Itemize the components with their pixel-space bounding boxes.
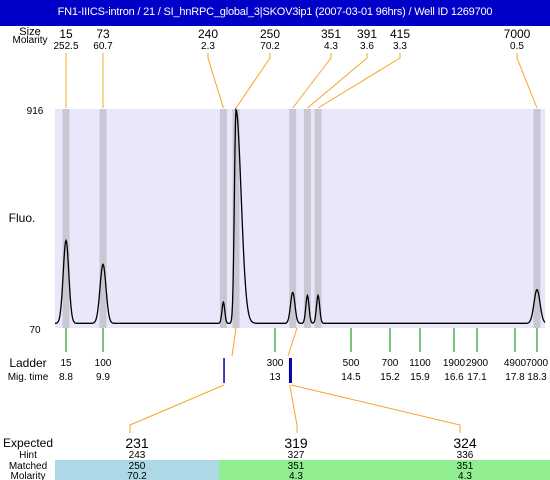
peak-band-5 <box>303 109 311 328</box>
peak-molarity-label-5: 3.6 <box>360 41 374 52</box>
peak-callout-2 <box>207 53 224 109</box>
mig-time-title: Mig. time <box>8 372 49 383</box>
y-max-label: 916 <box>27 106 44 117</box>
ladder-size-9: 7000 <box>526 358 549 369</box>
expected-connector-0 <box>231 327 237 357</box>
peak-callout-5 <box>307 53 368 109</box>
peak-molarity-label-3: 70.2 <box>260 41 280 52</box>
peak-size-label-7: 7000 <box>504 27 531 41</box>
y-axis-title: Fluo. <box>9 211 36 225</box>
expected-title: Expected <box>3 436 53 450</box>
peak-molarity-label-0: 252.5 <box>53 41 78 52</box>
peak-band-3 <box>232 109 240 328</box>
expected-value-1: 319 <box>284 435 308 451</box>
peak-size-label-4: 351 <box>321 27 341 41</box>
molarity-bottom-title: Molarity <box>10 471 45 480</box>
molarity-value-0: 70.2 <box>127 471 147 480</box>
ladder-mig-time-4: 15.2 <box>380 372 400 383</box>
ladder-mig-time-2: 13 <box>269 372 281 383</box>
molarity-value-1: 4.3 <box>289 471 303 480</box>
molarity-value-2: 4.3 <box>458 471 472 480</box>
expected-callout-0 <box>129 384 225 433</box>
peak-molarity-label-7: 0.5 <box>510 41 524 52</box>
ladder-size-5: 1100 <box>409 358 431 369</box>
ladder-mig-time-0: 8.8 <box>59 372 73 383</box>
ladder-mig-time-3: 14.5 <box>341 372 361 383</box>
ladder-size-8: 4900 <box>504 358 527 369</box>
matched-title: Matched <box>9 461 47 472</box>
ladder-title: Ladder <box>9 356 46 370</box>
peak-size-label-0: 15 <box>59 27 73 41</box>
expected-callout-1 <box>289 384 298 433</box>
ladder-size-4: 700 <box>382 358 399 369</box>
ladder-mig-time-9: 18.3 <box>527 372 547 383</box>
hint-value-1: 327 <box>288 450 305 461</box>
ladder-mig-time-6: 16.6 <box>444 372 464 383</box>
ladder-mig-time-5: 15.9 <box>410 372 430 383</box>
peak-band-1 <box>99 109 107 328</box>
peak-size-label-5: 391 <box>357 27 377 41</box>
matched-band-green <box>219 460 550 480</box>
ladder-size-7: 2900 <box>466 358 489 369</box>
peak-band-6 <box>314 109 322 328</box>
plot-area <box>55 109 545 328</box>
expected-value-0: 231 <box>125 435 149 451</box>
peak-band-4 <box>289 109 297 328</box>
matched-value-2: 351 <box>457 461 474 472</box>
peak-molarity-label-6: 3.3 <box>393 41 407 52</box>
peak-band-0 <box>62 109 70 328</box>
peak-callout-3 <box>235 53 271 109</box>
ladder-size-1: 100 <box>95 358 112 369</box>
peak-molarity-label-4: 4.3 <box>324 41 338 52</box>
ladder-mig-time-7: 17.1 <box>467 372 487 383</box>
matched-value-0: 250 <box>129 461 146 472</box>
ladder-mig-time-1: 9.9 <box>96 372 110 383</box>
matched-value-1: 351 <box>288 461 305 472</box>
fluorescence-trace <box>55 107 546 324</box>
expected-connector-1 <box>287 327 298 357</box>
peak-callout-6 <box>317 53 401 109</box>
chart-title: FN1-IIICS-intron / 21 / SI_hnRPC_global_… <box>57 6 493 18</box>
peak-size-label-2: 240 <box>198 27 218 41</box>
ladder-size-6: 1900 <box>443 358 466 369</box>
ladder-size-3: 500 <box>343 358 360 369</box>
title-bar: FN1-IIICS-intron / 21 / SI_hnRPC_global_… <box>0 0 550 26</box>
ladder-size-2: 300 <box>267 358 284 369</box>
ladder-size-0: 15 <box>60 358 72 369</box>
y-min-label: 70 <box>29 325 41 336</box>
peak-callout-4 <box>292 53 332 109</box>
peak-molarity-label-2: 2.3 <box>201 41 215 52</box>
molarity-header: Molarity <box>12 35 47 46</box>
peak-callout-7 <box>516 53 538 109</box>
expected-value-2: 324 <box>453 435 477 451</box>
matched-band-blue <box>55 460 219 480</box>
size-header: Size <box>19 26 40 38</box>
expected-callout-2 <box>291 384 461 433</box>
peak-band-2 <box>219 109 227 328</box>
peak-size-label-1: 73 <box>96 27 110 41</box>
peak-band-7 <box>533 109 541 328</box>
hint-value-0: 243 <box>129 450 146 461</box>
ladder-mig-time-8: 17.8 <box>505 372 525 383</box>
peak-molarity-label-1: 60.7 <box>93 41 113 52</box>
hint-title: Hint <box>19 450 37 461</box>
peak-size-label-3: 250 <box>260 27 280 41</box>
hint-value-2: 336 <box>457 450 474 461</box>
peak-size-label-6: 415 <box>390 27 410 41</box>
